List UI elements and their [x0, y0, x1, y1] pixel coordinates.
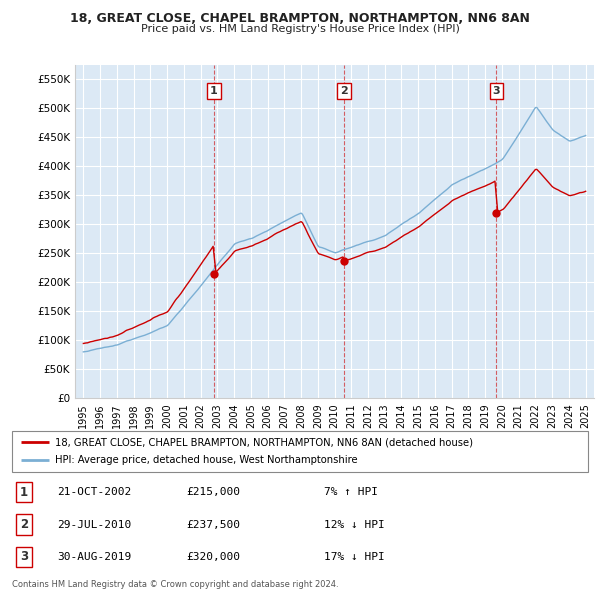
- Text: 3: 3: [20, 550, 28, 563]
- Text: Contains HM Land Registry data © Crown copyright and database right 2024.: Contains HM Land Registry data © Crown c…: [12, 580, 338, 589]
- Text: £237,500: £237,500: [186, 520, 240, 529]
- Text: 29-JUL-2010: 29-JUL-2010: [57, 520, 131, 529]
- Text: HPI: Average price, detached house, West Northamptonshire: HPI: Average price, detached house, West…: [55, 455, 358, 466]
- Text: 2: 2: [20, 518, 28, 531]
- Text: 3: 3: [493, 86, 500, 96]
- Text: £215,000: £215,000: [186, 487, 240, 497]
- Text: 18, GREAT CLOSE, CHAPEL BRAMPTON, NORTHAMPTON, NN6 8AN (detached house): 18, GREAT CLOSE, CHAPEL BRAMPTON, NORTHA…: [55, 437, 473, 447]
- Text: 21-OCT-2002: 21-OCT-2002: [57, 487, 131, 497]
- Text: Price paid vs. HM Land Registry's House Price Index (HPI): Price paid vs. HM Land Registry's House …: [140, 24, 460, 34]
- Text: 12% ↓ HPI: 12% ↓ HPI: [324, 520, 385, 529]
- Text: 2: 2: [340, 86, 348, 96]
- Text: 1: 1: [210, 86, 218, 96]
- Text: 30-AUG-2019: 30-AUG-2019: [57, 552, 131, 562]
- Text: 17% ↓ HPI: 17% ↓ HPI: [324, 552, 385, 562]
- Text: 1: 1: [20, 486, 28, 499]
- Text: £320,000: £320,000: [186, 552, 240, 562]
- Text: 18, GREAT CLOSE, CHAPEL BRAMPTON, NORTHAMPTON, NN6 8AN: 18, GREAT CLOSE, CHAPEL BRAMPTON, NORTHA…: [70, 12, 530, 25]
- Text: 7% ↑ HPI: 7% ↑ HPI: [324, 487, 378, 497]
